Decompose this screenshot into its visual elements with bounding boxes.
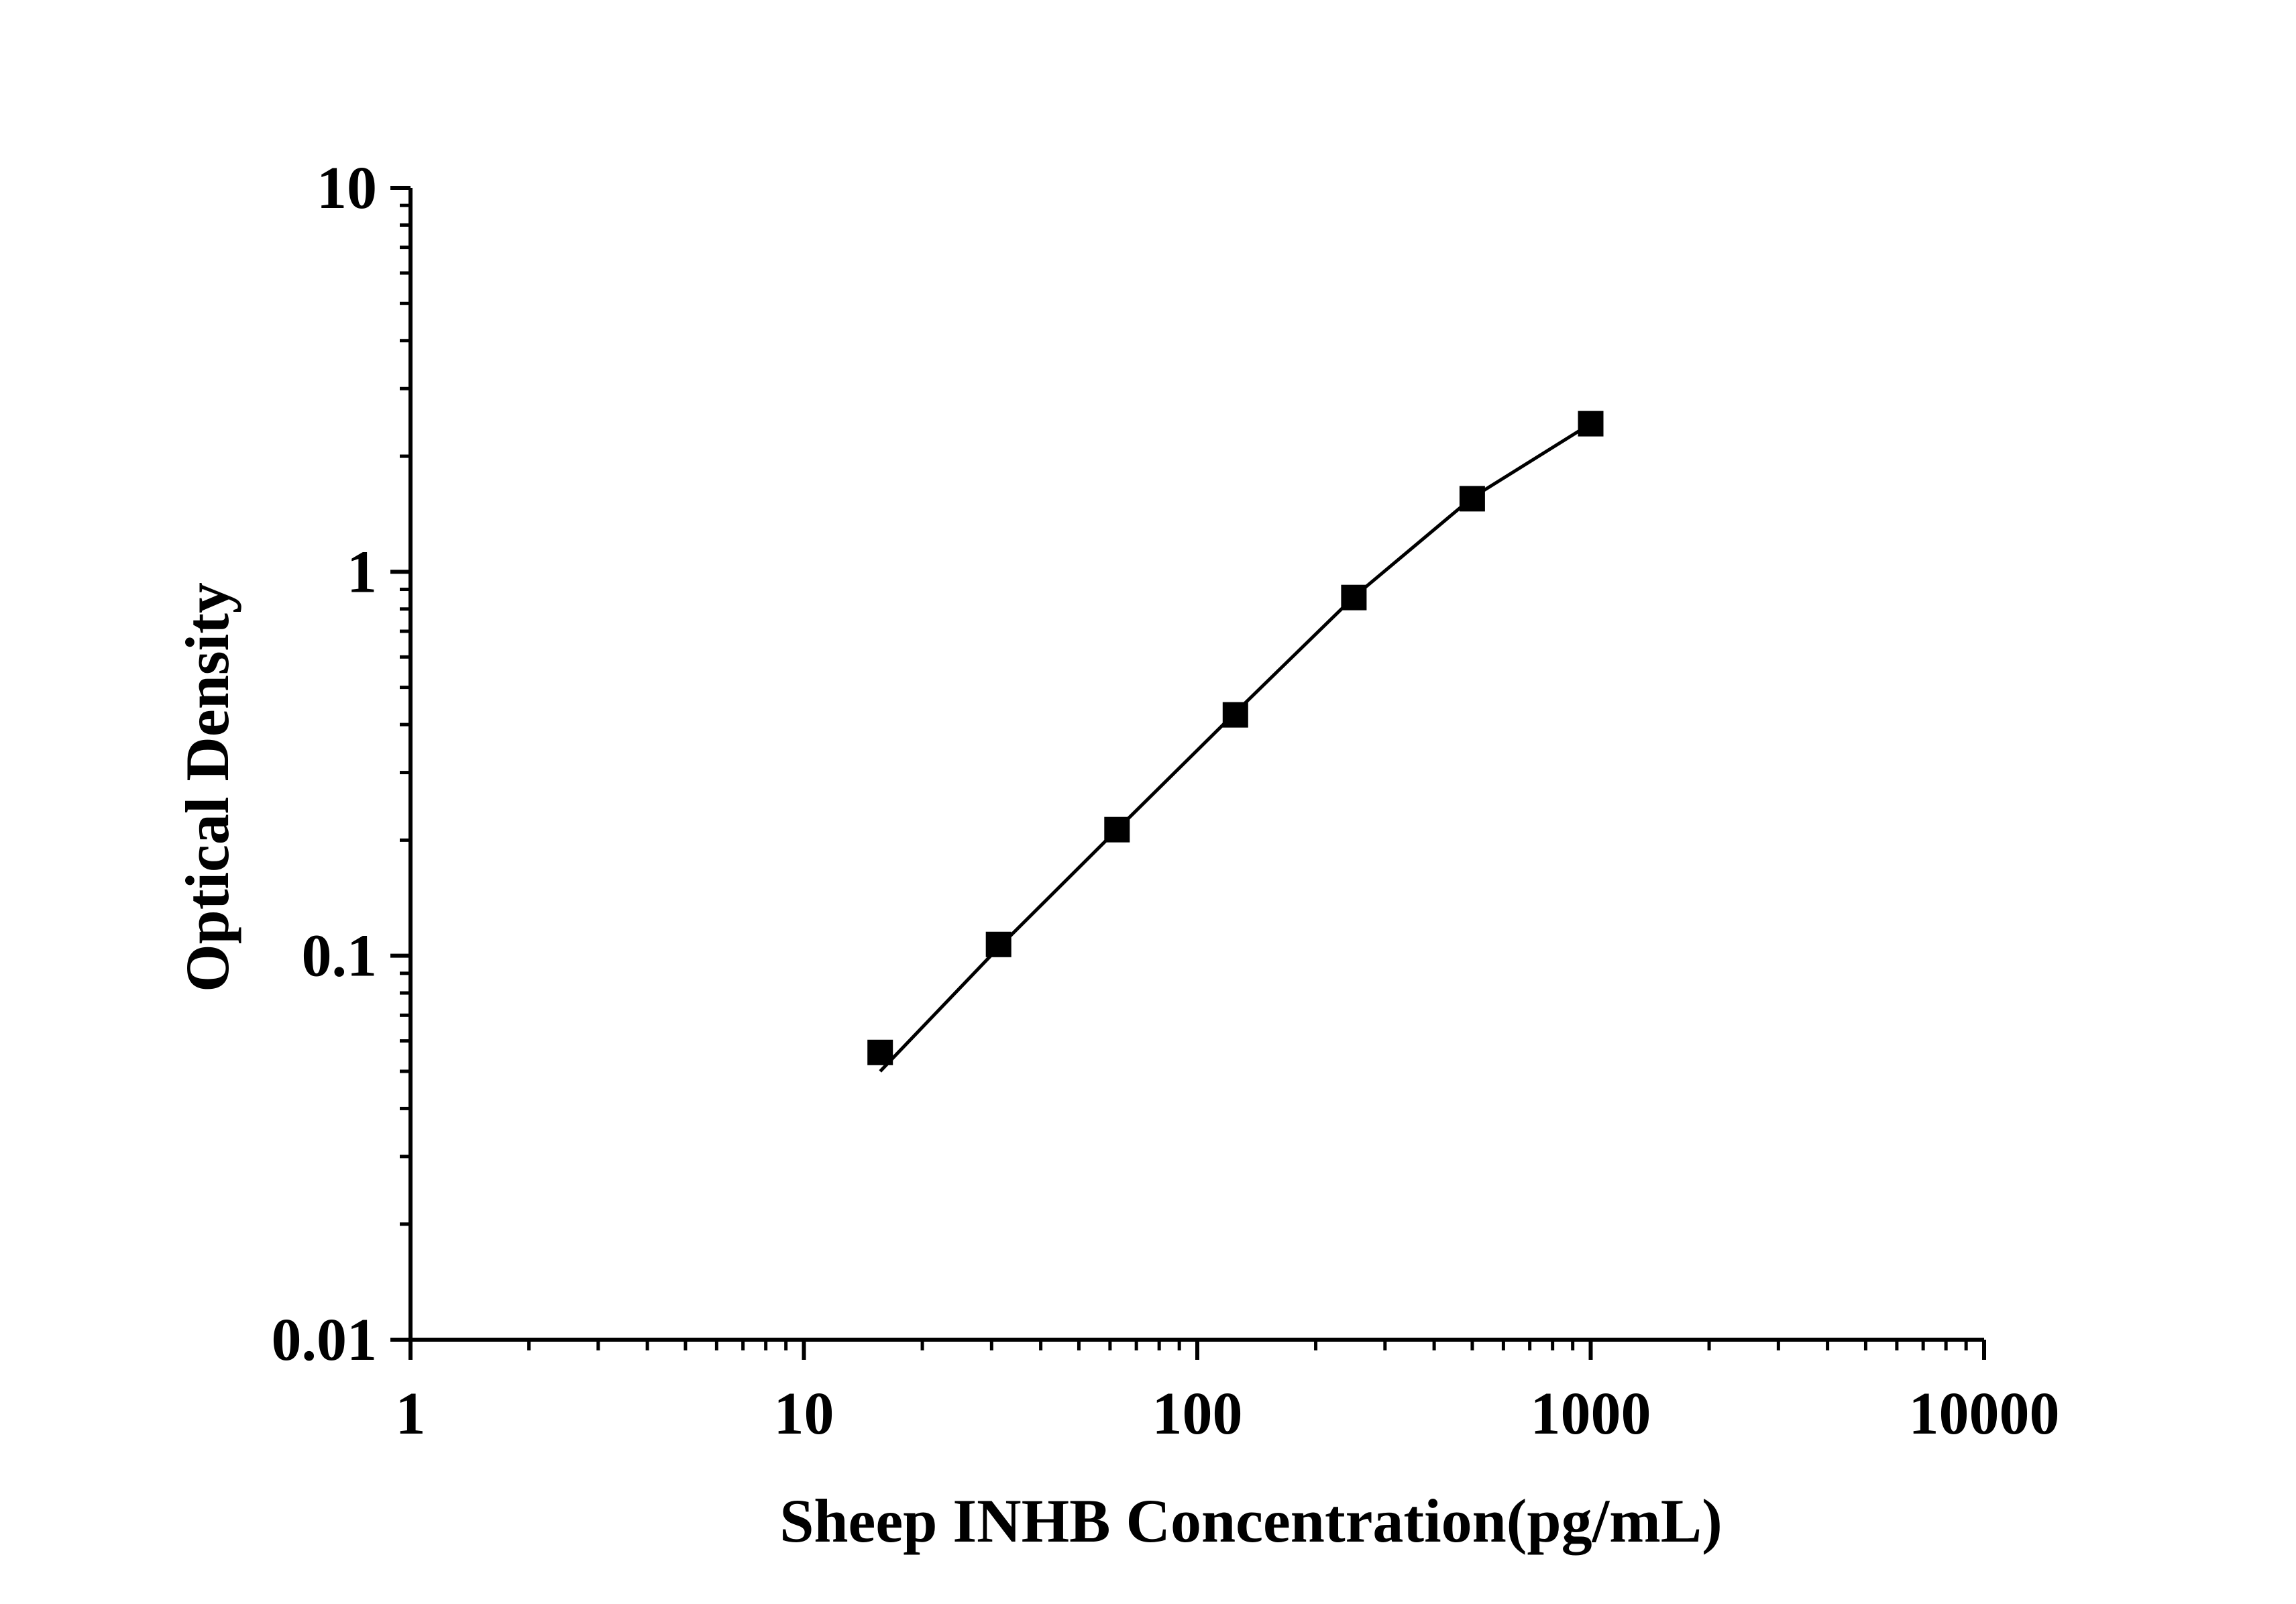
x-axis-title: Sheep INHB Concentration(pg/mL) bbox=[779, 1487, 1723, 1555]
data-point-marker bbox=[867, 1039, 893, 1065]
axes bbox=[390, 186, 1986, 1360]
y-tick-label: 1 bbox=[347, 539, 377, 605]
x-tick-label: 100 bbox=[1152, 1381, 1243, 1447]
x-ticks bbox=[408, 1340, 1986, 1360]
data-point-marker bbox=[985, 931, 1012, 957]
data-point-marker bbox=[1104, 816, 1130, 843]
x-tick-label: 10000 bbox=[1909, 1381, 2060, 1447]
y-tick-label: 10 bbox=[317, 155, 377, 221]
x-tick-label: 1000 bbox=[1531, 1381, 1651, 1447]
y-tick-label: 0.1 bbox=[302, 923, 378, 990]
data-point-marker bbox=[1341, 584, 1367, 610]
data-markers bbox=[867, 411, 1604, 1065]
plot-area bbox=[867, 411, 1604, 1073]
y-tick-label: 0.01 bbox=[272, 1307, 378, 1373]
x-tick-labels: 1 10 100 1000 10000 bbox=[396, 1381, 2060, 1447]
y-tick-labels: 0.01 0.1 1 10 bbox=[272, 155, 378, 1373]
fit-curve-line bbox=[879, 422, 1592, 1073]
y-axis-title: Optical Density bbox=[173, 582, 241, 992]
data-point-marker bbox=[1578, 411, 1604, 437]
data-point-marker bbox=[1222, 702, 1248, 728]
data-point-marker bbox=[1459, 486, 1485, 512]
y-ticks bbox=[390, 186, 411, 1342]
x-tick-label: 10 bbox=[774, 1381, 834, 1447]
x-tick-label: 1 bbox=[396, 1381, 426, 1447]
